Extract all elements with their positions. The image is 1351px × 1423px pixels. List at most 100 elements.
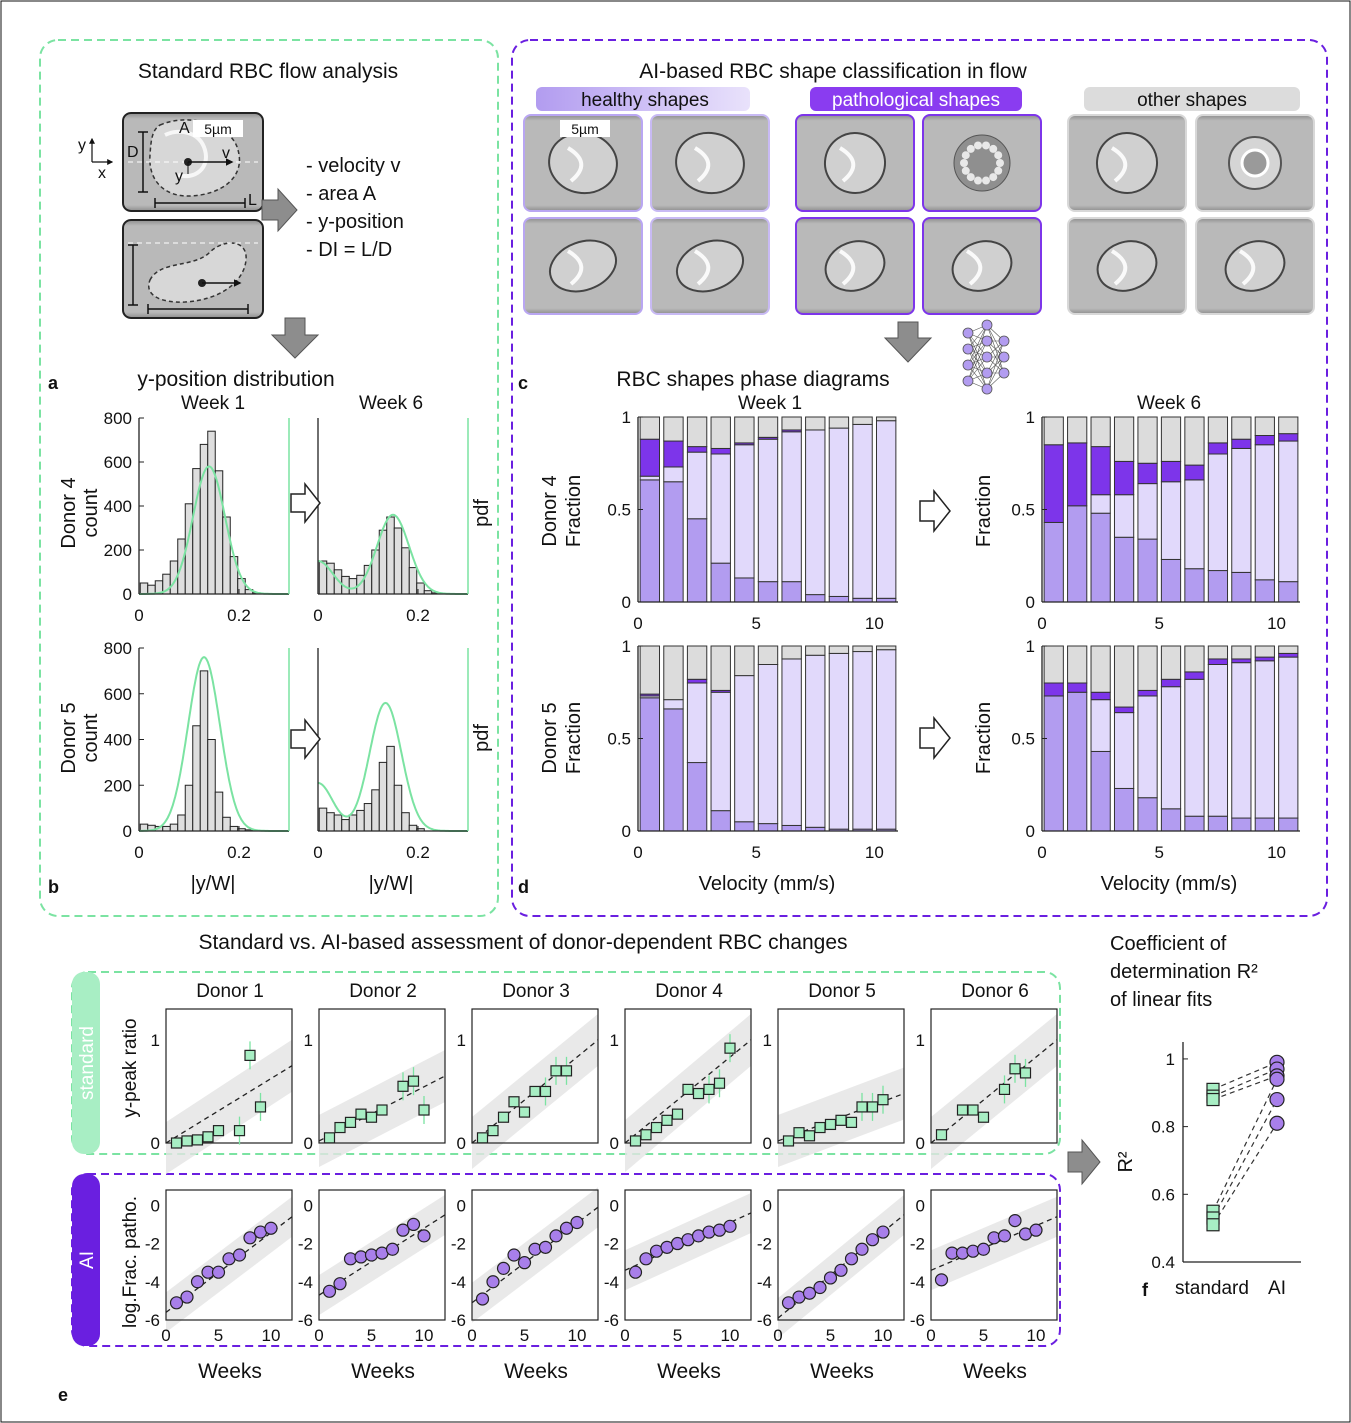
stacked-bar-segment — [686, 416, 708, 448]
param-DI: - DI = L/D — [306, 239, 392, 261]
stacked-bar-segment — [875, 645, 897, 651]
stacked-bar-segment — [1160, 645, 1182, 680]
tick-label: 1 — [304, 1031, 313, 1050]
stacked-bar-segment — [805, 416, 826, 431]
data-point — [190, 1275, 205, 1289]
data-point — [418, 1104, 430, 1116]
tick-label: 1 — [916, 1031, 925, 1050]
stacked-bar-segment — [734, 821, 755, 832]
hist-d5-w6: 0 0.2 — [313, 648, 469, 862]
tick-label: 0 — [610, 1134, 619, 1153]
plot-frame — [624, 1189, 752, 1321]
stacked-bar-segment — [757, 645, 779, 665]
stacked-bar-segment — [710, 691, 731, 812]
data-point — [233, 1125, 246, 1137]
data-point — [232, 1248, 247, 1262]
stacked-bar-segment — [1184, 416, 1205, 466]
stacked-bar-segment — [805, 654, 826, 828]
tick-label: 0.2 — [406, 606, 430, 625]
hist-d4-w6: 0 0.2 — [313, 418, 469, 625]
fit-line — [930, 1216, 1058, 1271]
stacked-bar-segment — [1043, 444, 1064, 523]
stacked-bar-segment — [1113, 645, 1135, 708]
week6-label-ai: Week 6 — [1137, 393, 1201, 414]
ylabel-ai-row: log.Frac. patho. — [120, 1196, 141, 1328]
stacked-bar-segment — [639, 475, 661, 481]
stacked-bar-segment — [710, 810, 731, 832]
tick-label: 0 — [457, 1196, 466, 1215]
nn-node — [981, 367, 993, 379]
echinocyte-spicule — [960, 159, 968, 167]
histogram-bar — [371, 789, 380, 832]
weeks-label: Weeks — [657, 1360, 721, 1383]
tick-label: 1 — [151, 1031, 160, 1050]
data-point — [181, 1135, 193, 1147]
stacked-bar-segment — [1254, 656, 1275, 662]
stacked-bar-segment — [663, 466, 684, 483]
stacked-bar-segment — [1184, 671, 1205, 680]
echinocyte-spicule — [982, 176, 991, 185]
fraction-label-d4-w1: Fraction — [563, 475, 585, 547]
phase-title: RBC shapes phase diagrams — [616, 368, 889, 391]
stacked-bar-segment — [875, 420, 897, 599]
histogram-bar — [207, 430, 216, 595]
other-shapes-label: other shapes — [1137, 90, 1247, 111]
data-point — [1269, 1115, 1285, 1131]
tick-label: 10 — [721, 1326, 740, 1345]
tick-label: 0.4 — [1151, 1253, 1175, 1272]
histogram-bar — [162, 825, 171, 832]
stacked-bar-segment — [734, 675, 755, 823]
data-point — [834, 1263, 848, 1277]
data-point — [333, 1277, 347, 1291]
stacked-bar-segment — [1090, 446, 1111, 496]
tick-label: 10 — [865, 614, 884, 633]
cell-shape — [1240, 148, 1270, 178]
stacked-bar-segment — [1278, 440, 1299, 583]
axis-indicator: y x — [78, 137, 114, 182]
stacked-bar-segment — [1137, 462, 1158, 485]
stacked-bar-segment — [1113, 706, 1135, 714]
stacked-bar-segment — [757, 581, 779, 603]
stacked-bar-segment — [1113, 787, 1135, 832]
tick-label: 0 — [313, 843, 322, 862]
cell-tile — [1067, 114, 1187, 212]
data-point — [865, 1233, 880, 1247]
stacked-bar-segment — [734, 645, 755, 677]
pdf-label-d4: pdf — [471, 499, 493, 527]
stacked-bar-segment — [1184, 815, 1205, 832]
nn-node — [981, 319, 993, 331]
pair-line — [1212, 1122, 1278, 1226]
stacked-bar-segment — [734, 444, 755, 579]
histogram-bar — [229, 825, 239, 832]
ai-title: AI-based RBC shape classification in flo… — [639, 60, 1027, 83]
standard-title: Standard RBC flow analysis — [138, 60, 398, 83]
data-point — [977, 1111, 990, 1123]
tick-label: 400 — [104, 731, 132, 750]
stacked-bar-segment — [852, 651, 873, 830]
tick-label: 0.8 — [1151, 1118, 1175, 1137]
histogram-bar — [318, 807, 328, 832]
tick-label: -4 — [298, 1273, 313, 1292]
tick-label: 10 — [568, 1326, 587, 1345]
fraction-label-d4-w6: Fraction — [973, 475, 995, 547]
tick-label: -4 — [451, 1273, 466, 1292]
pair-line — [1212, 1068, 1278, 1097]
tick-label: 0 — [1026, 822, 1035, 841]
histogram-bar — [214, 791, 224, 832]
cell-highlight — [838, 249, 856, 286]
data-point — [323, 1132, 336, 1144]
stacked-bar-segment — [805, 429, 826, 596]
plot-frame — [930, 1008, 1058, 1144]
plot-frame — [318, 1189, 446, 1321]
hist-d4-w1: 0 0.2 0 200 400 600 800 — [104, 409, 290, 625]
fit-line — [165, 1065, 293, 1144]
stacked-bar-segment — [1207, 453, 1229, 572]
stacked-bar-segment — [828, 645, 850, 654]
r2-x-standard: standard — [1175, 1278, 1249, 1299]
data-point — [560, 1065, 573, 1077]
data-point — [639, 1252, 653, 1266]
data-point — [671, 1108, 684, 1120]
data-point — [243, 1231, 257, 1245]
data-point — [802, 1286, 817, 1300]
data-point — [856, 1101, 868, 1113]
